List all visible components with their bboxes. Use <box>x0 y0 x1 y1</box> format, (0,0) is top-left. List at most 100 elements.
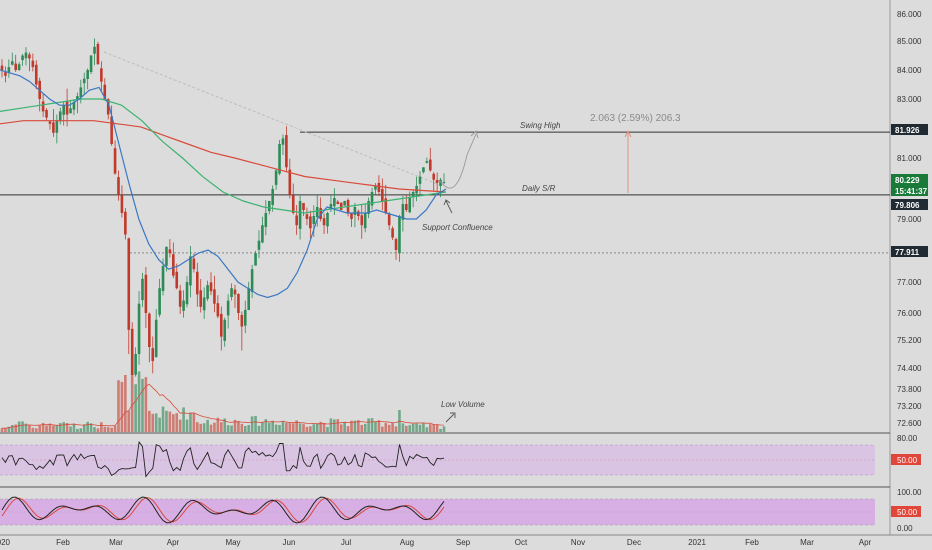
volume-bar <box>117 380 120 432</box>
candle-body <box>141 278 144 301</box>
candle-body <box>319 208 322 219</box>
stoch-level-label: 50.00 <box>897 508 918 517</box>
candle-body <box>329 204 333 209</box>
volume-bar <box>130 373 134 432</box>
volume-bar <box>103 426 107 432</box>
volume-bar <box>168 411 172 432</box>
volume-bar <box>329 418 333 432</box>
volume-bar <box>261 422 264 432</box>
candle-body <box>72 102 76 110</box>
volume-bar <box>237 421 240 432</box>
time-tick-label: Apr <box>859 538 872 547</box>
candle-body <box>69 108 72 114</box>
measure-arrowhead <box>624 129 632 138</box>
price-tick-label: 83.000 <box>897 95 922 104</box>
time-tick-label: Dec <box>627 538 641 547</box>
candle-body <box>148 313 151 347</box>
candle-body <box>175 271 179 289</box>
volume-bar <box>178 419 182 432</box>
volume-bar <box>415 423 418 432</box>
ma-red-line <box>0 120 447 193</box>
volume-bar <box>350 420 353 432</box>
candle-body <box>315 207 319 218</box>
volume-bar <box>10 425 14 432</box>
price-tick-label: 73.200 <box>897 402 922 411</box>
stoch-k-line <box>1 496 445 524</box>
volume-bar <box>185 419 189 432</box>
volume-bar <box>442 426 446 432</box>
price-tag-bg <box>891 174 928 185</box>
volume-bar <box>223 418 227 432</box>
candle-body <box>381 188 384 201</box>
candle-body <box>298 201 302 229</box>
volume-bar <box>24 423 28 432</box>
candle-body <box>281 138 285 145</box>
candle-body <box>189 256 192 286</box>
volume-bar <box>353 420 357 432</box>
price-tag-label: 81.926 <box>895 126 920 135</box>
price-tick-label: 86.000 <box>897 10 922 19</box>
candle-body <box>442 181 446 183</box>
volume-bar <box>55 425 59 432</box>
rsi-line <box>1 440 445 478</box>
price-tick-label: 79.000 <box>897 215 922 224</box>
price-tick-label: 73.800 <box>897 385 922 394</box>
candle-body <box>117 177 120 195</box>
volume-bar <box>257 425 261 432</box>
volume-bar <box>315 423 319 432</box>
low-volume-arrow <box>445 412 456 423</box>
time-tick-label: May <box>225 538 240 547</box>
candle-body <box>45 109 48 118</box>
volume-bar <box>363 423 367 432</box>
candle-body <box>322 218 326 226</box>
volume-bar <box>72 423 76 432</box>
candle-body <box>120 195 124 213</box>
ma-blue-line <box>0 69 447 299</box>
candle-body <box>41 101 45 112</box>
candle-body <box>165 246 168 266</box>
candle-body <box>237 294 240 313</box>
volume-bar <box>267 422 271 432</box>
candle-body <box>432 173 436 180</box>
price-tick-label: 72.600 <box>897 419 922 428</box>
candle-body <box>394 239 398 250</box>
candle-body <box>261 225 264 243</box>
volume-bar <box>7 426 11 432</box>
candle-body <box>86 70 89 79</box>
volume-bar <box>151 413 155 432</box>
candle-body <box>226 300 230 316</box>
candle-body <box>295 215 298 226</box>
volume-bar <box>34 428 38 432</box>
volume-bar <box>264 419 268 432</box>
time-tick-label: 2020 <box>0 538 11 547</box>
volume-bar <box>377 420 381 432</box>
candle-body <box>254 253 257 266</box>
candle-body <box>48 121 52 124</box>
candle-body <box>357 211 360 216</box>
volume-ma-line <box>1 383 445 429</box>
candle-body <box>52 122 55 133</box>
volume-bar <box>76 428 79 432</box>
projection-path <box>439 133 477 189</box>
candle-body <box>172 254 175 276</box>
candle-body <box>202 297 206 311</box>
candle-body <box>192 258 196 270</box>
volume-bar <box>172 414 175 432</box>
price-tag-bg <box>891 199 928 210</box>
candle-body <box>374 185 377 190</box>
volume-bar <box>96 428 100 432</box>
time-tick-label: Aug <box>400 538 414 547</box>
volume-bar <box>285 422 288 432</box>
candle-body <box>82 78 86 84</box>
volume-bar <box>69 426 72 432</box>
volume-bar <box>38 425 41 432</box>
candle-body <box>250 269 254 293</box>
volume-bar <box>62 422 65 432</box>
volume-bar <box>45 425 48 432</box>
candle-body <box>24 52 28 59</box>
candle-body <box>185 282 189 305</box>
volume-bar <box>425 427 429 432</box>
price-tag-bg <box>891 185 928 196</box>
time-tick-label: Oct <box>515 538 528 547</box>
